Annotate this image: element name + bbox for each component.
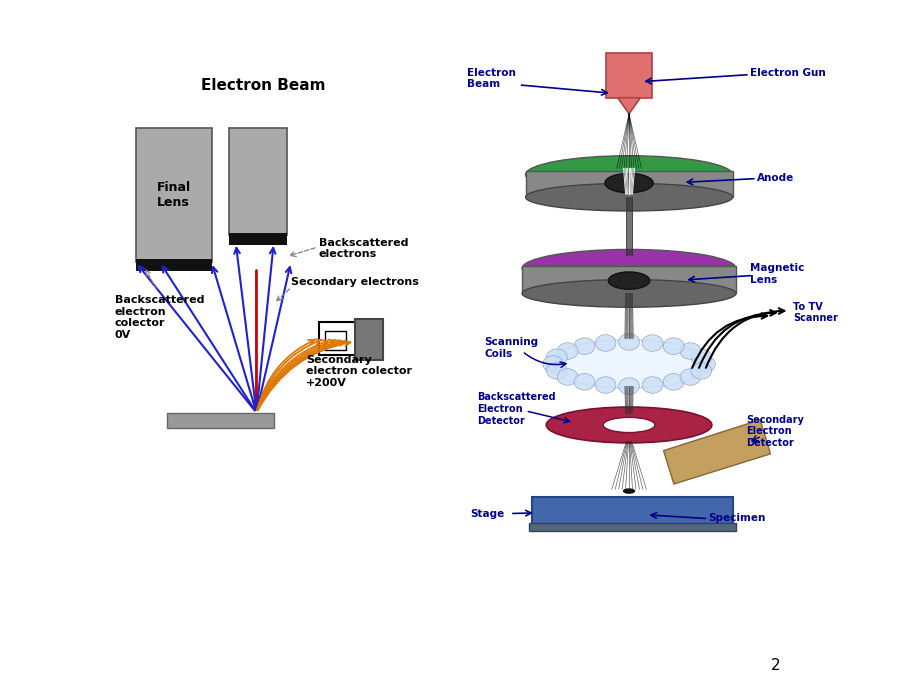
Ellipse shape — [605, 173, 652, 193]
Ellipse shape — [573, 373, 595, 390]
Ellipse shape — [603, 417, 654, 433]
Polygon shape — [663, 420, 770, 484]
Bar — [136, 128, 211, 262]
Ellipse shape — [595, 335, 616, 351]
Bar — [166, 413, 274, 428]
Ellipse shape — [694, 356, 715, 373]
Text: Stage: Stage — [470, 509, 504, 518]
Polygon shape — [617, 98, 640, 114]
Ellipse shape — [663, 373, 683, 390]
Text: To TV
Scanner: To TV Scanner — [792, 302, 837, 324]
Bar — [522, 266, 735, 293]
Text: 2: 2 — [770, 658, 780, 673]
Ellipse shape — [622, 489, 635, 494]
Ellipse shape — [641, 377, 662, 393]
Ellipse shape — [618, 334, 639, 351]
Bar — [532, 497, 732, 524]
Bar — [325, 331, 346, 350]
Bar — [136, 259, 211, 271]
Text: Secondary
Electron
Detector: Secondary Electron Detector — [745, 415, 803, 448]
Ellipse shape — [679, 343, 700, 359]
Text: Electron
Beam: Electron Beam — [467, 68, 516, 89]
Bar — [528, 523, 735, 531]
Ellipse shape — [618, 378, 639, 395]
Ellipse shape — [522, 279, 735, 307]
Ellipse shape — [641, 335, 662, 351]
Text: Backscattered
Electron
Detector: Backscattered Electron Detector — [477, 393, 555, 426]
Ellipse shape — [546, 362, 567, 379]
Text: Secondary electrons: Secondary electrons — [290, 277, 418, 287]
Text: Specimen: Specimen — [708, 513, 765, 523]
Ellipse shape — [525, 184, 732, 211]
Bar — [355, 319, 382, 360]
Text: Secondary
electron colector
+200V: Secondary electron colector +200V — [306, 355, 412, 388]
Text: Final
Lens: Final Lens — [156, 181, 190, 209]
Ellipse shape — [679, 368, 700, 385]
Ellipse shape — [690, 349, 710, 366]
Ellipse shape — [525, 156, 732, 194]
Ellipse shape — [573, 338, 595, 355]
Bar — [318, 322, 357, 355]
Ellipse shape — [607, 272, 649, 289]
Text: Electron Gun: Electron Gun — [749, 68, 824, 79]
Text: Electron Beam: Electron Beam — [201, 78, 325, 93]
Ellipse shape — [546, 349, 567, 366]
Ellipse shape — [557, 343, 577, 359]
Ellipse shape — [595, 377, 616, 393]
Text: Scanning
Coils: Scanning Coils — [483, 337, 538, 359]
Text: Anode: Anode — [755, 173, 793, 183]
Bar — [229, 128, 287, 235]
Bar — [229, 233, 287, 245]
Text: Magnetic
Lens: Magnetic Lens — [749, 264, 803, 285]
Ellipse shape — [690, 362, 710, 379]
Text: Backscattered
electron
colector
0V: Backscattered electron colector 0V — [115, 295, 204, 339]
Ellipse shape — [557, 368, 577, 385]
Text: Backscattered
electrons: Backscattered electrons — [318, 237, 408, 259]
Ellipse shape — [522, 249, 735, 287]
Ellipse shape — [663, 338, 683, 355]
Ellipse shape — [546, 407, 711, 443]
Ellipse shape — [546, 340, 711, 388]
Bar — [525, 171, 732, 197]
Ellipse shape — [542, 356, 562, 373]
Bar — [606, 53, 652, 98]
